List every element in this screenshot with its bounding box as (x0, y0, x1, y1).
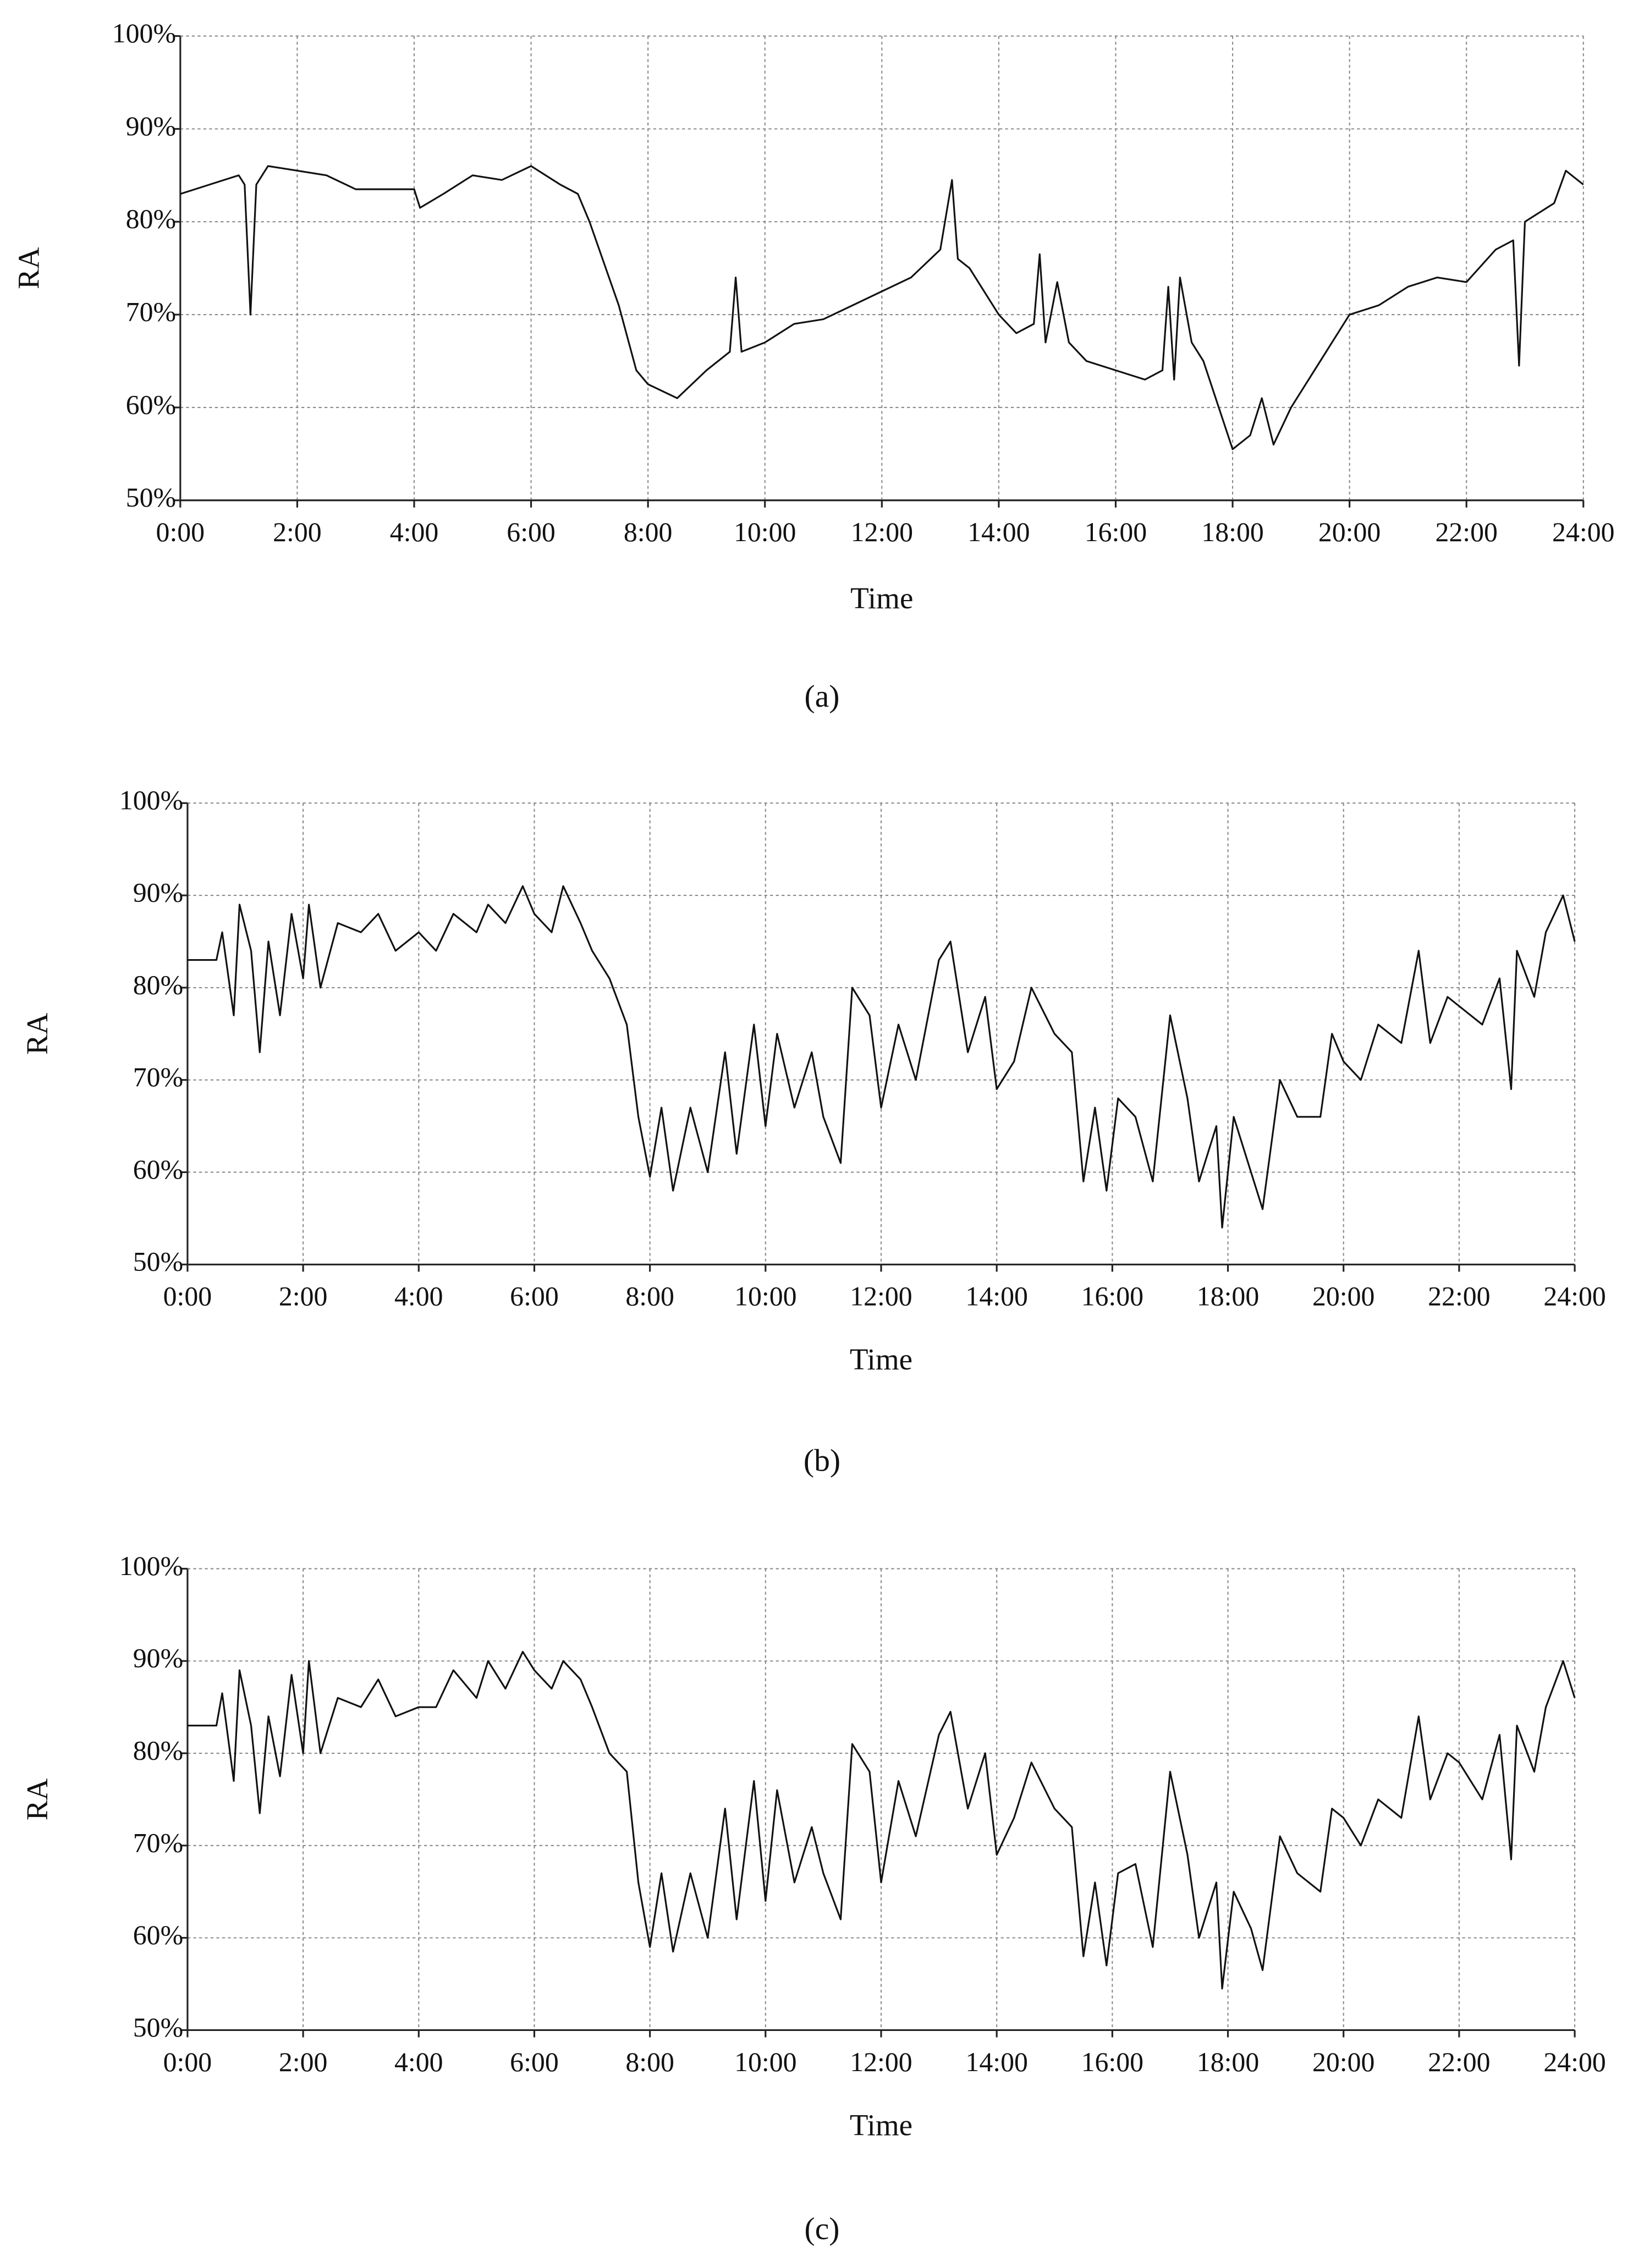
axis-frame (186, 803, 1575, 1265)
x-tick-label: 16:00 (1081, 2047, 1143, 2077)
y-tick-label: 60% (126, 389, 176, 420)
data-line (187, 1650, 1576, 1990)
x-axis-label: Time (850, 1342, 912, 1376)
x-tick-label: 12:00 (851, 517, 913, 547)
x-tick-label: 24:00 (1543, 2047, 1605, 2077)
x-tick-label: 8:00 (624, 517, 673, 547)
x-tick-label: 12:00 (850, 2047, 912, 2077)
x-tick-label: 0:00 (156, 517, 205, 547)
y-tick-label: 50% (133, 1247, 183, 1277)
y-tick-label: 50% (133, 2012, 183, 2043)
y-tick-label: 80% (133, 1735, 183, 1765)
caption: (a) (805, 679, 840, 714)
x-tick-label: 22:00 (1428, 2047, 1490, 2077)
y-axis-label: RA (20, 1778, 54, 1820)
x-tick-label: 22:00 (1435, 517, 1497, 547)
x-tick-label: 16:00 (1085, 517, 1147, 547)
axis-frame (186, 1568, 1575, 2031)
x-tick-label: 0:00 (163, 2047, 212, 2077)
x-tick-label: 24:00 (1543, 1281, 1605, 1312)
x-tick-label: 12:00 (850, 1281, 912, 1312)
y-tick-label: 70% (126, 297, 176, 327)
axis-frame (179, 36, 1583, 502)
y-tick-label: 90% (133, 1643, 183, 1674)
x-tick-label: 14:00 (965, 2047, 1027, 2077)
caption: (c) (805, 2212, 840, 2247)
y-tick-label: 70% (133, 1062, 183, 1092)
y-tick-label: 70% (133, 1827, 183, 1858)
chart-panel: 50% 60% 70% 80% 90% 100% 0:00 2:00 4:00 6:00 8:00 1… (20, 785, 1606, 1478)
y-tick-label: 80% (126, 204, 176, 234)
x-tick-label: 10:00 (734, 1281, 796, 1312)
x-tick-label: 2:00 (279, 2047, 328, 2077)
y-tick-label: 50% (126, 482, 176, 513)
x-tick-label: 20:00 (1312, 2047, 1374, 2077)
x-tick-label: 20:00 (1312, 1281, 1374, 1312)
data-line (187, 885, 1576, 1229)
y-tick-label: 90% (133, 878, 183, 908)
data-line (180, 165, 1584, 450)
y-tick-label: 80% (133, 970, 183, 1000)
chart-panel: 50% 60% 70% 80% 90% 100% 0:00 2:00 4:00 6:00 8:00 1… (12, 18, 1614, 714)
y-tick-label: 90% (126, 111, 176, 141)
x-tick-label: 24:00 (1552, 517, 1614, 547)
y-axis-label: RA (12, 247, 45, 289)
x-tick-label: 4:00 (394, 2047, 443, 2077)
x-tick-label: 14:00 (965, 1281, 1027, 1312)
y-tick-label: 60% (133, 1154, 183, 1185)
y-tick-label: 100% (119, 1551, 183, 1581)
x-tick-label: 6:00 (510, 2047, 559, 2077)
caption: (b) (804, 1443, 840, 1478)
x-tick-label: 8:00 (625, 1281, 674, 1312)
y-axis-label: RA (20, 1012, 54, 1055)
y-tick-label: 100% (112, 18, 176, 48)
x-tick-label: 6:00 (507, 517, 556, 547)
x-tick-label: 18:00 (1197, 1281, 1259, 1312)
x-tick-label: 2:00 (279, 1281, 328, 1312)
x-tick-label: 10:00 (734, 517, 796, 547)
x-tick-label: 4:00 (390, 517, 439, 547)
chart-panel: 50% 60% 70% 80% 90% 100% 0:00 2:00 4:00 6:00 8:00 1… (20, 1551, 1606, 2247)
x-tick-label: 0:00 (163, 1281, 212, 1312)
x-axis-label: Time (850, 581, 913, 615)
x-tick-label: 16:00 (1081, 1281, 1143, 1312)
x-tick-label: 2:00 (273, 517, 322, 547)
y-tick-label: 60% (133, 1920, 183, 1950)
x-tick-label: 4:00 (394, 1281, 443, 1312)
x-tick-label: 20:00 (1318, 517, 1381, 547)
x-axis-label: Time (850, 2108, 912, 2142)
x-tick-label: 18:00 (1197, 2047, 1259, 2077)
x-tick-label: 6:00 (510, 1281, 559, 1312)
x-tick-label: 18:00 (1201, 517, 1263, 547)
x-tick-label: 8:00 (625, 2047, 674, 2077)
x-tick-label: 14:00 (967, 517, 1030, 547)
x-tick-label: 22:00 (1428, 1281, 1490, 1312)
x-tick-label: 10:00 (734, 2047, 796, 2077)
y-tick-label: 100% (119, 785, 183, 816)
